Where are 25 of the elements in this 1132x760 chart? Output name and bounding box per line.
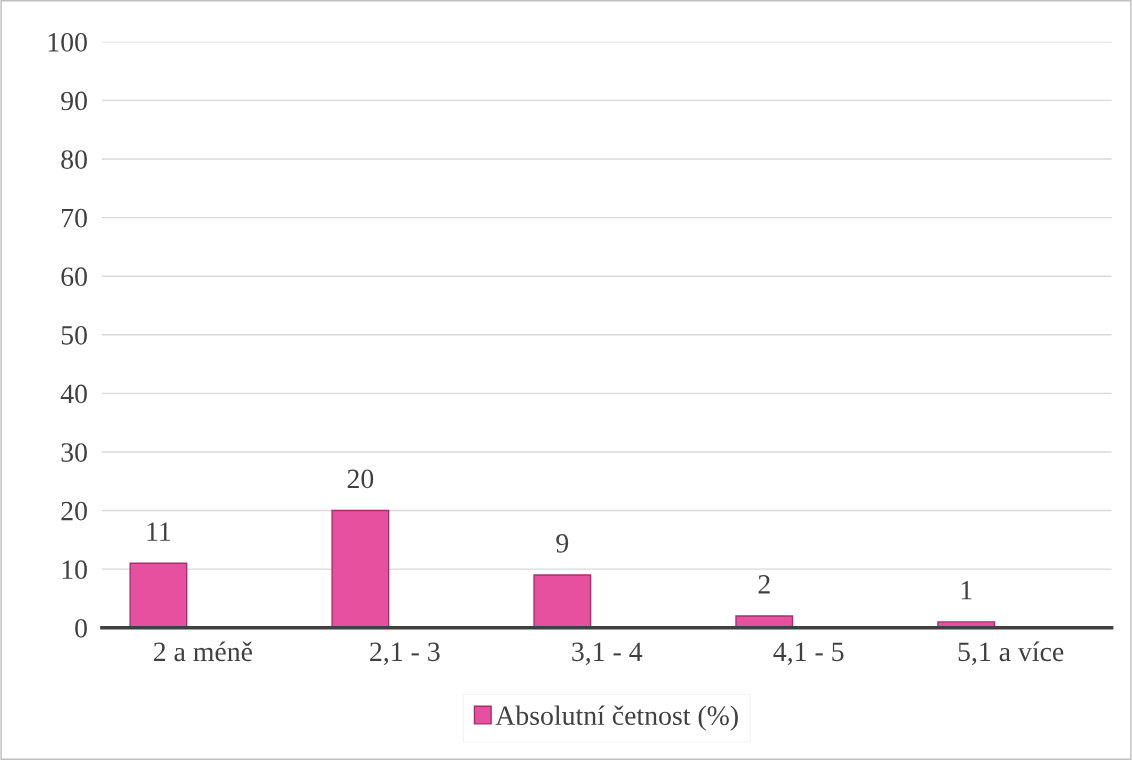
y-tick-label: 10 (62, 560, 87, 580)
bar (331, 509, 390, 628)
y-tick-label: 90 (61, 91, 87, 111)
x-tick-label: 5,1 a více (958, 641, 1064, 666)
data-label: 2 (758, 575, 770, 594)
x-tick-label: 4,1 - 5 (773, 642, 844, 666)
data-label: 9 (556, 534, 569, 553)
y-tick-label: 60 (61, 267, 87, 287)
data-label: 1 (961, 580, 972, 600)
y-tick-label: 20 (61, 501, 87, 521)
y-tick-label: 80 (61, 150, 87, 169)
x-tick-label: 3,1 - 4 (572, 642, 643, 666)
y-tick-label: 70 (62, 208, 87, 228)
data-label: 11 (147, 522, 171, 541)
bar (129, 562, 188, 628)
x-tick-label: 2,1 - 3 (370, 642, 440, 666)
data-label: 20 (347, 469, 374, 489)
y-tick-label: 0 (75, 618, 87, 638)
legend-label: Absolutní četnost (%) (495, 705, 738, 731)
bar (533, 574, 592, 628)
y-tick-label: 40 (60, 384, 87, 404)
x-tick-label: 2 a méně (153, 641, 253, 662)
y-tick-label: 30 (61, 443, 87, 462)
y-tick-label: 50 (61, 325, 87, 345)
y-tick-label: 100 (48, 32, 87, 52)
